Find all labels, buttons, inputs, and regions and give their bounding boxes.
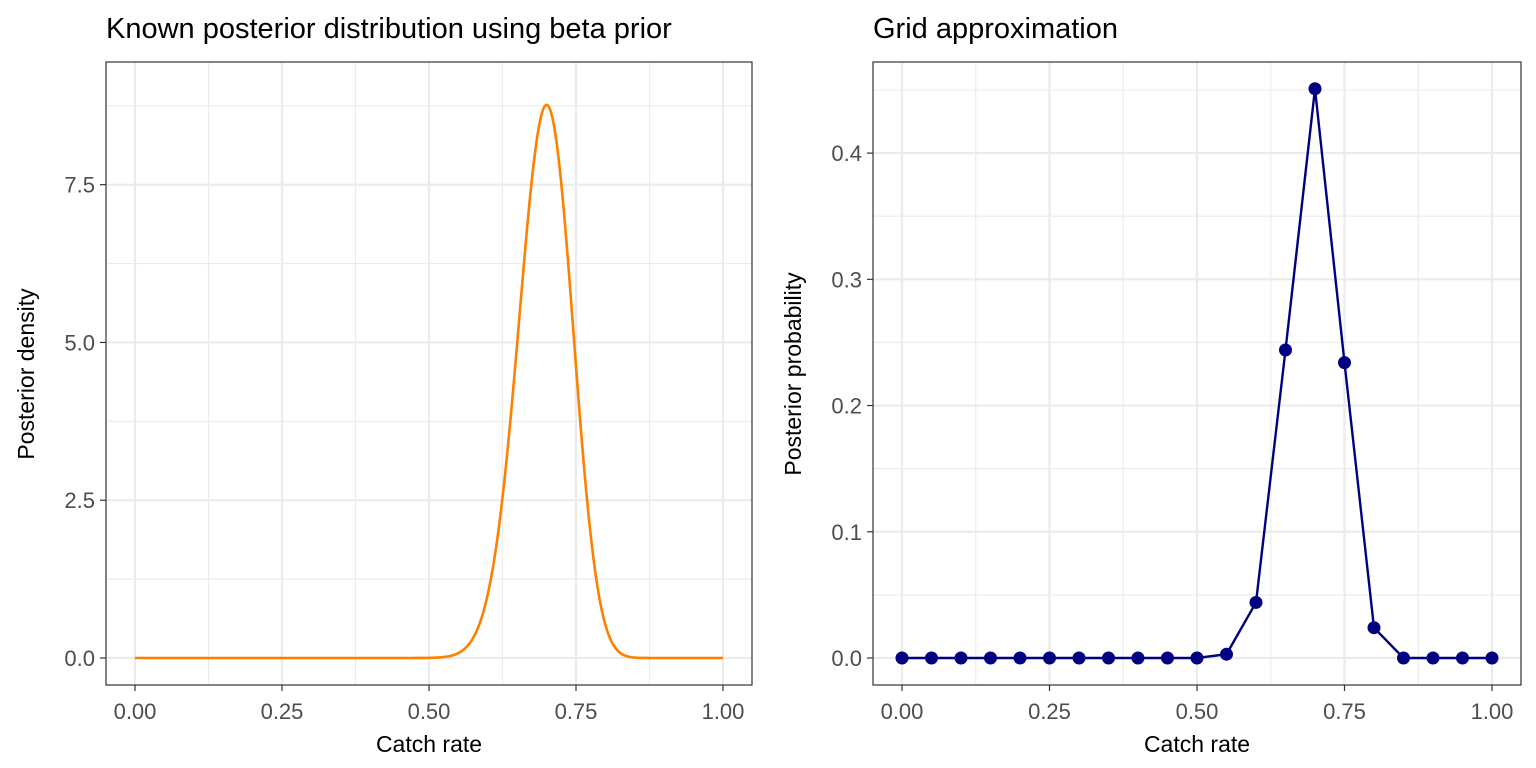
gridlines <box>873 62 1521 685</box>
data-point <box>1072 651 1086 665</box>
tick-labels: 0.00 0.25 0.50 0.75 1.00 0.0 2.5 5.0 7.5 <box>64 173 744 724</box>
y-tick-label: 2.5 <box>64 488 95 513</box>
panel-border <box>872 61 1522 686</box>
data-point <box>1013 651 1027 665</box>
y-tick-label: 0.3 <box>831 267 862 292</box>
density-panel: Known posterior distribution using beta … <box>13 13 753 757</box>
y-tick-label: 0.0 <box>64 646 95 671</box>
data-point <box>1102 651 1115 665</box>
y-tick-label: 7.5 <box>64 173 95 198</box>
grid-approximation-panel: Grid approximation 0.00 0.25 0.50 0.75 1.000… <box>780 13 1522 757</box>
x-tick-label: 0.50 <box>408 699 451 724</box>
chart-title: Known posterior distribution using beta … <box>106 13 672 45</box>
data-point <box>895 651 909 665</box>
data-point <box>1279 343 1292 357</box>
x-tick-label: 1.00 <box>702 699 745 724</box>
x-tick-label: 0.75 <box>1323 699 1366 724</box>
data-point <box>1308 82 1322 96</box>
y-tick-label: 0.0 <box>831 646 862 671</box>
data-point <box>1426 651 1440 665</box>
data-point <box>925 651 938 665</box>
x-tick-label: 0.75 <box>555 699 598 724</box>
y-axis-label: Posterior probability <box>780 272 806 476</box>
y-tick-label: 0.4 <box>831 141 862 166</box>
x-tick-label: 0.25 <box>261 699 304 724</box>
x-axis-label: Catch rate <box>376 731 482 757</box>
data-point <box>1338 356 1351 370</box>
y-tick-label: 0.1 <box>831 520 862 545</box>
data-point <box>984 651 997 665</box>
x-tick-label: 0.00 <box>114 699 157 724</box>
data-point <box>1485 651 1499 665</box>
x-tick-label: 0.00 <box>881 699 924 724</box>
data-point <box>1131 651 1145 665</box>
data-point <box>1456 651 1469 665</box>
x-axis-label: Catch rate <box>1144 731 1250 757</box>
density-curve <box>135 103 723 660</box>
data-point <box>1161 651 1174 665</box>
data-point <box>1397 651 1410 665</box>
panel-border <box>105 61 753 686</box>
gridlines <box>106 62 752 685</box>
x-tick-label: 1.00 <box>1471 699 1514 724</box>
y-tick-label: 5.0 <box>64 330 95 355</box>
data-point <box>1367 621 1381 635</box>
x-tick-label: 0.50 <box>1176 699 1219 724</box>
series <box>895 82 1499 665</box>
data-point <box>1220 647 1233 661</box>
data-point <box>954 651 968 665</box>
tick-labels: 0.00 0.25 0.50 0.75 1.00 0.0 0.1 0.2 0.3 0.4 <box>831 141 1513 724</box>
x-tick-label: 0.25 <box>1028 699 1071 724</box>
series <box>135 103 723 660</box>
data-point <box>1190 651 1204 665</box>
data-point <box>1249 595 1263 609</box>
chart-title: Grid approximation <box>873 13 1118 45</box>
y-tick-label: 0.2 <box>831 394 862 419</box>
data-point <box>1043 651 1056 665</box>
y-axis-label: Posterior density <box>13 288 39 460</box>
